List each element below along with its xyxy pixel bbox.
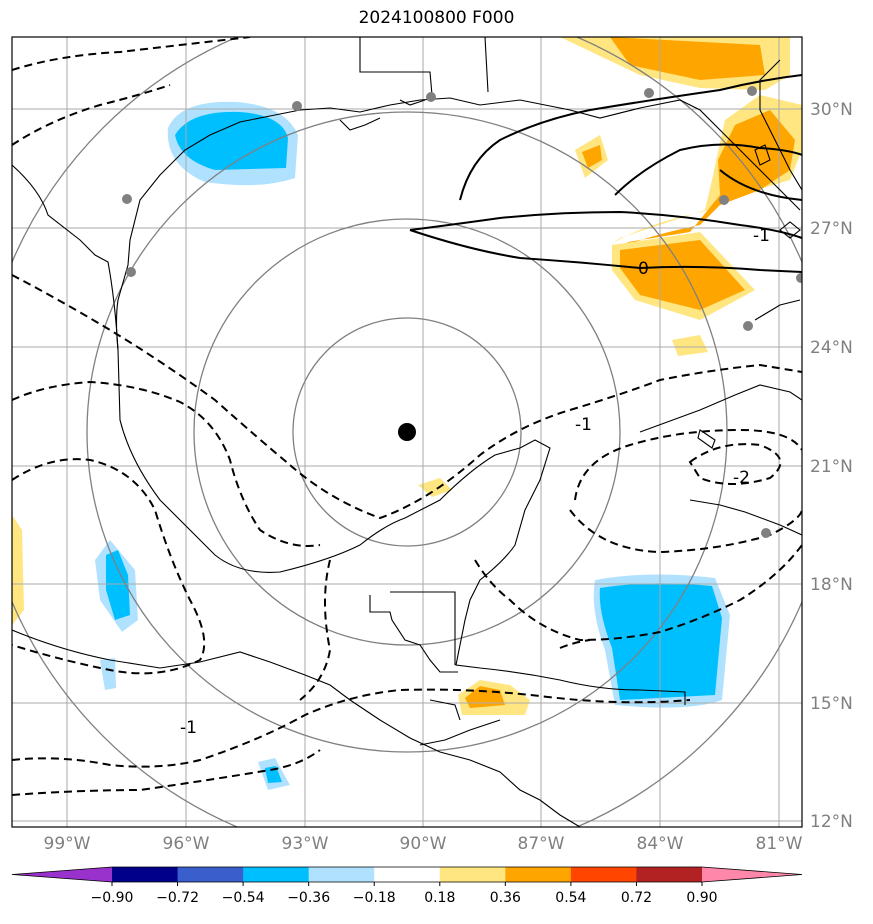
colorbar-tick-label: 0.54 [555,890,586,906]
station-marker [761,528,771,538]
shade-orange-florida [620,110,795,248]
colorbar: −0.90 −0.72 −0.54 −0.36 −0.18 0.18 0.36 0.54 0.7… [11,866,803,906]
shade-blue-pacific [106,550,130,620]
colorbar-tick-label: 0.72 [621,890,652,906]
station-marker [796,273,802,283]
map-frame [11,36,803,828]
map-area: 0 -1 -1 -1 -2 [12,37,802,827]
station-marker [719,195,729,205]
lat-label: 15°N [810,694,853,714]
storm-center-marker [398,423,416,441]
coastlines [12,37,802,827]
station-marker [743,321,753,331]
contours-dashed [12,37,802,796]
colorbar-extend-high [702,867,802,882]
station-marker [122,194,132,204]
contour-label: -2 [733,468,750,488]
colorbar-tick-label: −0.90 [91,890,134,906]
colorbar-tick-label: −0.18 [353,890,396,906]
lon-label: 99°W [44,834,91,854]
station-marker [126,267,136,277]
shade-yellow-west-edge [12,515,24,625]
colorbar-segment [308,867,375,882]
lon-label: 84°W [637,834,684,854]
lat-label: 21°N [810,457,853,477]
shaded-fields [12,37,802,790]
range-rings [12,37,802,827]
stations [122,86,802,538]
contour-label: 0 [638,259,649,279]
colorbar-segment [570,867,637,882]
longitude-labels: 99°W 96°W 93°W 90°W 87°W 84°W 81°W [44,834,803,854]
colorbar-tick-label: −0.72 [156,890,199,906]
colorbar-segment [374,867,441,882]
colorbar-segment [505,867,572,882]
colorbar-tick-label: 0.90 [686,890,717,906]
shade-blue-caribbean [599,583,722,700]
lon-label: 81°W [756,834,803,854]
lon-label: 90°W [400,834,447,854]
latitude-labels: 30°N 27°N 24°N 21°N 18°N 15°N 12°N [810,100,853,832]
colorbar-tick-label: −0.36 [287,890,330,906]
shade-orange-keys [620,240,745,310]
colorbar-segment [439,867,506,882]
station-marker [747,86,757,96]
lat-label: 30°N [810,100,853,120]
shade-orange-ne [610,37,765,80]
shade-orange-small-1 [582,145,602,168]
colorbar-extend-low [12,867,112,882]
lon-label: 96°W [163,834,210,854]
station-marker [292,101,302,111]
contours-solid [409,74,802,273]
map-title: 2024100800 F000 [358,8,515,28]
lat-label: 27°N [810,219,853,239]
lat-label: 12°N [810,812,853,832]
shade-blue-small-2-core [265,766,282,783]
contour-label: -1 [575,415,592,435]
station-marker [426,92,436,102]
lon-label: 93°W [282,834,329,854]
contour-label-group: 0 -1 -1 -1 -2 [180,226,770,738]
lat-label: 24°N [810,338,853,358]
contour-label: -1 [753,226,770,246]
colorbar-tick-label: 0.36 [490,890,521,906]
colorbar-segment [243,867,310,882]
lat-label: 18°N [810,575,853,595]
shade-yellow-small-2 [672,335,708,356]
colorbar-tick-label: 0.18 [424,890,455,906]
colorbar-segment [112,867,179,882]
shade-yellow-yucatan [418,478,452,497]
contour-label: -1 [180,718,197,738]
colorbar-segment [636,867,703,882]
shade-blue-gulf [175,111,288,170]
colorbar-segment [177,867,244,882]
station-marker [644,88,654,98]
colorbar-tick-label: −0.54 [222,890,265,906]
lon-label: 87°W [518,834,565,854]
shade-blue-small-1 [100,658,116,690]
